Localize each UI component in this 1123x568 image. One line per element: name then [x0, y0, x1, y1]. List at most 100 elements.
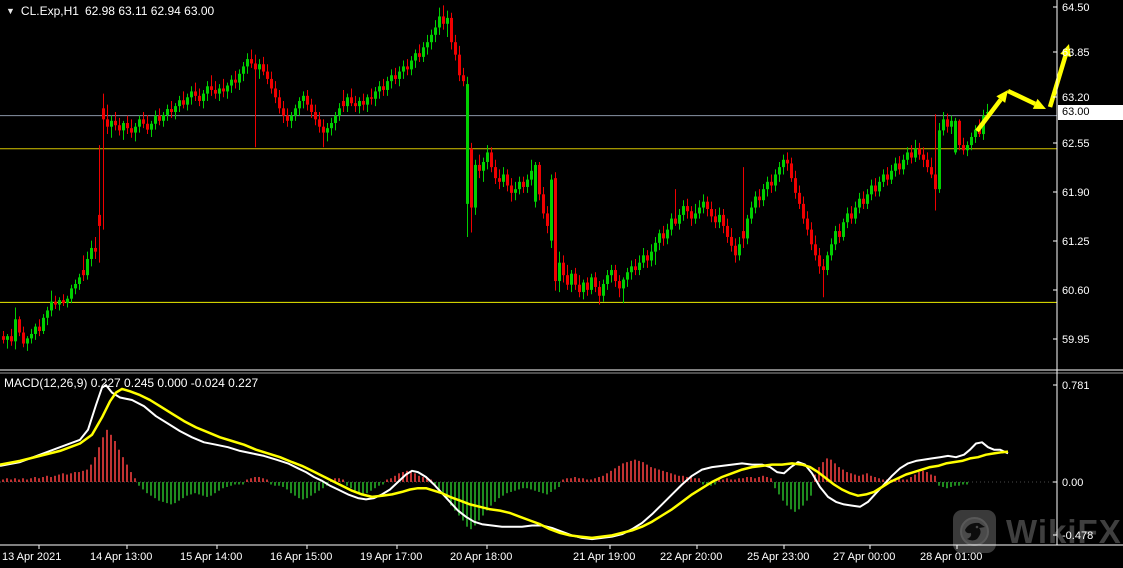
- symbol-label: CL.Exp,H1: [20, 4, 79, 18]
- candle-body: [734, 245, 737, 256]
- candle-body: [150, 123, 153, 130]
- macd-histogram-bar: [542, 482, 544, 494]
- candle-body: [822, 266, 825, 271]
- macd-histogram-bar: [454, 482, 456, 511]
- macd-histogram-bar: [878, 478, 880, 482]
- time-axis-label[interactable]: 14 Apr 13:00: [90, 551, 152, 563]
- macd-histogram-bar: [182, 482, 184, 499]
- candle-body: [6, 336, 9, 340]
- macd-histogram-bar: [806, 482, 808, 501]
- symbol-dropdown-icon[interactable]: ▼: [6, 6, 15, 16]
- candle-body: [494, 167, 497, 179]
- trend-arrow-head[interactable]: [996, 90, 1008, 103]
- candle-body: [90, 247, 93, 259]
- candle-body: [702, 201, 705, 208]
- candle-body: [574, 273, 577, 285]
- candle-body: [202, 93, 205, 101]
- candle-body: [594, 277, 597, 287]
- candle-body: [570, 273, 573, 285]
- candle-body: [378, 86, 381, 92]
- macd-histogram-bar: [266, 479, 268, 482]
- candle-body: [614, 270, 617, 282]
- candle-body: [406, 66, 409, 70]
- macd-histogram-bar: [214, 482, 216, 494]
- candle-body: [258, 64, 261, 70]
- macd-histogram-bar: [574, 477, 576, 482]
- candle-body: [402, 66, 405, 72]
- macd-histogram-bar: [946, 482, 948, 489]
- time-axis-label[interactable]: 28 Apr 01:00: [920, 551, 982, 563]
- macd-histogram-bar: [262, 478, 264, 482]
- candle-body: [970, 136, 973, 146]
- trend-arrow-head[interactable]: [1032, 98, 1046, 109]
- candle-body: [954, 120, 957, 153]
- time-axis-label[interactable]: 21 Apr 19:00: [573, 551, 635, 563]
- candle-body: [546, 213, 549, 226]
- candle-body: [938, 130, 941, 190]
- candle-body: [810, 229, 813, 245]
- trend-arrow[interactable]: [975, 98, 1003, 133]
- macd-histogram-bar: [510, 482, 512, 492]
- candle-body: [142, 119, 145, 124]
- candle-body: [682, 206, 685, 215]
- macd-histogram-bar: [898, 478, 900, 482]
- time-axis-label[interactable]: 13 Apr 2021: [2, 551, 61, 563]
- candle-body: [942, 119, 945, 131]
- macd-histogram-bar: [246, 479, 248, 482]
- candle-body: [282, 108, 285, 116]
- candle-body: [86, 259, 89, 276]
- trend-arrow-head[interactable]: [1060, 44, 1071, 58]
- candle-body: [466, 84, 469, 204]
- macd-histogram-bar: [870, 475, 872, 482]
- macd-histogram-bar: [158, 482, 160, 501]
- macd-histogram-bar: [426, 478, 428, 482]
- trend-arrow[interactable]: [1007, 88, 1037, 106]
- macd-histogram-bar: [634, 459, 636, 482]
- wikifx-logo-icon: [953, 510, 996, 553]
- time-axis-label[interactable]: 20 Apr 18:00: [450, 551, 512, 563]
- candle-body: [458, 54, 461, 76]
- candle-body: [642, 255, 645, 263]
- macd-histogram-bar: [538, 482, 540, 492]
- macd-histogram-bar: [218, 482, 220, 491]
- candle-body: [134, 126, 137, 133]
- time-axis-label[interactable]: 15 Apr 14:00: [180, 551, 242, 563]
- time-axis-label[interactable]: 19 Apr 17:00: [360, 551, 422, 563]
- candle-body: [174, 106, 177, 112]
- macd-histogram-bar: [30, 478, 32, 482]
- candle-body: [274, 88, 277, 98]
- candle-body: [70, 288, 73, 299]
- price-axis-label: 61.90: [1062, 187, 1090, 199]
- time-axis-label[interactable]: 27 Apr 00:00: [833, 551, 895, 563]
- macd-axis-label: 0.781: [1062, 380, 1090, 392]
- time-axis-label[interactable]: 16 Apr 15:00: [270, 551, 332, 563]
- macd-histogram-bar: [762, 475, 764, 482]
- candle-body: [798, 192, 801, 204]
- candle-body: [662, 233, 665, 239]
- trend-arrow[interactable]: [1047, 54, 1068, 108]
- candle-body: [710, 209, 713, 217]
- candle-body: [486, 152, 489, 162]
- candle-body: [890, 170, 893, 180]
- macd-histogram-bar: [278, 482, 280, 486]
- time-axis-label[interactable]: 22 Apr 20:00: [660, 551, 722, 563]
- macd-histogram-bar: [198, 482, 200, 495]
- macd-histogram-bar: [614, 468, 616, 482]
- candle-body: [850, 213, 853, 219]
- macd-histogram-bar: [794, 482, 796, 512]
- candle-body: [894, 163, 897, 171]
- macd-histogram-bar: [798, 482, 800, 510]
- macd-histogram-bar: [222, 482, 224, 489]
- macd-histogram-bar: [138, 482, 140, 486]
- macd-histogram-bar: [962, 482, 964, 485]
- macd-histogram-bar: [882, 479, 884, 482]
- macd-histogram-bar: [702, 482, 704, 485]
- candle-body: [830, 244, 833, 256]
- macd-histogram-bar: [918, 472, 920, 482]
- candle-body: [26, 338, 29, 344]
- candle-body: [590, 277, 593, 290]
- macd-histogram-bar: [378, 482, 380, 486]
- candle-body: [646, 255, 649, 261]
- time-axis-label[interactable]: 25 Apr 23:00: [747, 551, 809, 563]
